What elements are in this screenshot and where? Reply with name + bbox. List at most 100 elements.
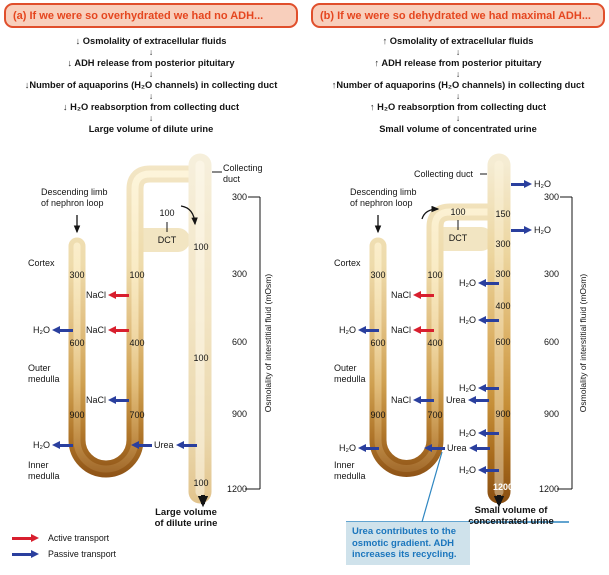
passive-transport-arrow-icon	[467, 395, 489, 405]
down-arrow-icon: ↓	[455, 91, 461, 101]
transport-row: NaCl	[86, 290, 130, 300]
panel-b-flow-chart: ↑ Osmolality of extracellular fluids ↓ ↑…	[311, 36, 605, 135]
osmolality-value: 100	[193, 353, 209, 363]
transport-row: H₂O	[459, 315, 499, 325]
scale-tick-label: 900	[543, 409, 559, 419]
transport-substance-label: H₂O	[459, 383, 476, 393]
flow-step: ↑ H₂O reabsorption from collecting duct	[369, 102, 547, 112]
passive-transport-arrow-icon	[358, 443, 379, 453]
flow-step: Large volume of dilute urine	[88, 124, 214, 134]
osmolality-value: 1200	[88, 480, 110, 490]
osmolality-axis-label: Osmolality of interstitial fluid (mOsm)	[263, 273, 273, 413]
osmolality-value: 100	[450, 207, 466, 217]
collecting-duct-label: Collecting duct	[223, 163, 263, 184]
panel-a-header: (a) If we were so overhydrated we had no…	[4, 3, 298, 28]
urea-callout-box: Urea contributes to the osmotic gradient…	[346, 522, 470, 565]
transport-row: H₂O	[459, 428, 499, 438]
transport-row: H₂O	[459, 383, 499, 393]
panel-a-flow-chart: ↓ Osmolality of extracellular fluids ↓ ↓…	[4, 36, 298, 135]
flow-step: ↑ ADH release from posterior pituitary	[374, 58, 542, 68]
flow-step: ↓Number of aquaporins (H₂O channels) in …	[24, 80, 278, 90]
passive-transport-arrow-icon	[511, 179, 532, 189]
nephron-diagram-a	[68, 153, 261, 508]
active-transport-arrow-icon	[413, 325, 435, 335]
osmolality-value: 600	[370, 338, 386, 348]
outer-medulla-label: Outer medulla	[334, 363, 366, 384]
nephron-loop-highlight	[73, 170, 192, 473]
legend: Active transport Passive transport	[12, 530, 116, 562]
passive-transport-arrow-icon	[108, 395, 130, 405]
cortex-label: Cortex	[334, 258, 361, 268]
scale-tick-label: 600	[543, 337, 559, 347]
osmolality-value: 400	[495, 301, 511, 311]
active-transport-arrow-icon	[108, 290, 130, 300]
osmolality-value: 900	[69, 410, 85, 420]
osmolality-value: 1200	[396, 481, 418, 491]
transport-substance-label: H₂O	[339, 443, 356, 453]
flow-into-duct-arrow	[180, 205, 198, 226]
scale-tick-label: 1200	[226, 484, 247, 494]
osmolality-value: 300	[495, 269, 511, 279]
transport-substance-label: Urea	[154, 440, 174, 450]
transport-substance-label: H₂O	[339, 325, 356, 335]
descending-limb-label: Descending limb of nephron loop	[41, 187, 108, 208]
transport-row: NaCl Urea	[391, 395, 489, 405]
passive-transport-arrow-icon	[478, 465, 499, 475]
transport-row: H₂O	[339, 325, 379, 335]
passive-transport-arrow-icon	[478, 278, 499, 288]
down-arrow-icon: ↓	[455, 47, 461, 57]
osmolality-value: 600	[69, 338, 85, 348]
transport-row: H₂O	[339, 443, 379, 453]
transport-substance-label: H₂O	[459, 465, 476, 475]
passive-transport-arrow-icon	[358, 325, 379, 335]
passive-transport-arrow-icon	[478, 428, 499, 438]
legend-label: Passive transport	[48, 549, 116, 559]
passive-transport-arrow-icon	[131, 440, 152, 450]
callout-leader-line	[421, 451, 443, 523]
panel-overhydrated: (a) If we were so overhydrated we had no…	[4, 3, 298, 572]
scale-ticks	[245, 196, 260, 490]
flow-into-dct-arrow	[421, 205, 440, 220]
transport-substance-label: NaCl	[86, 395, 107, 405]
transport-substance-label: H₂O	[33, 325, 50, 335]
scale-tick-label: 300	[231, 269, 247, 279]
legend-item-active: Active transport	[12, 530, 116, 546]
osmolality-value: 400	[427, 338, 443, 348]
osmolality-value: 100	[193, 478, 209, 488]
transport-substance-label: H₂O	[459, 315, 476, 325]
transport-substance-label: H₂O	[534, 225, 551, 235]
osmolality-value: 900	[370, 410, 386, 420]
active-transport-arrow-icon	[413, 290, 435, 300]
osmolality-value: 100	[129, 270, 145, 280]
transport-row: H₂O	[511, 225, 551, 235]
osmolality-value: 300	[495, 239, 511, 249]
osmolality-value: 700	[129, 410, 145, 420]
legend-label: Active transport	[48, 533, 110, 543]
osmolality-value: 1200	[492, 482, 514, 492]
flow-step: ↓ Osmolality of extracellular fluids	[75, 36, 227, 46]
panel-dehydrated: (b) If we were so dehydrated we had maxi…	[311, 3, 605, 572]
scale-tick-label: 300	[231, 192, 247, 202]
scale-tick-label: 300	[543, 192, 559, 202]
down-arrow-icon: ↓	[148, 91, 154, 101]
down-arrow-icon: ↓	[148, 47, 154, 57]
inner-medulla-label: Inner medulla	[28, 460, 60, 481]
transport-row: NaCl	[86, 395, 130, 405]
transport-row: H₂O	[459, 465, 499, 475]
down-arrow-icon: ↓	[455, 113, 461, 123]
nephron-diagram-b	[346, 153, 573, 523]
transport-row: Urea	[131, 440, 197, 450]
collecting-duct-label: Collecting duct	[414, 169, 474, 179]
passive-transport-arrow-icon	[52, 325, 73, 335]
down-arrow-icon: ↓	[148, 113, 154, 123]
osmolality-value: 400	[129, 338, 145, 348]
transport-substance-label: Urea	[447, 443, 467, 453]
scale-tick-label: 300	[543, 269, 559, 279]
osmolality-value: 100	[193, 242, 209, 252]
nephron-loop-highlight	[374, 208, 492, 472]
urine-outcome-label: Large volume of dilute urine	[154, 507, 218, 529]
scale-tick-label: 1200	[538, 484, 559, 494]
passive-transport-arrow-icon	[175, 440, 197, 450]
transport-substance-label: NaCl	[391, 290, 412, 300]
transport-substance-label: NaCl	[391, 325, 412, 335]
